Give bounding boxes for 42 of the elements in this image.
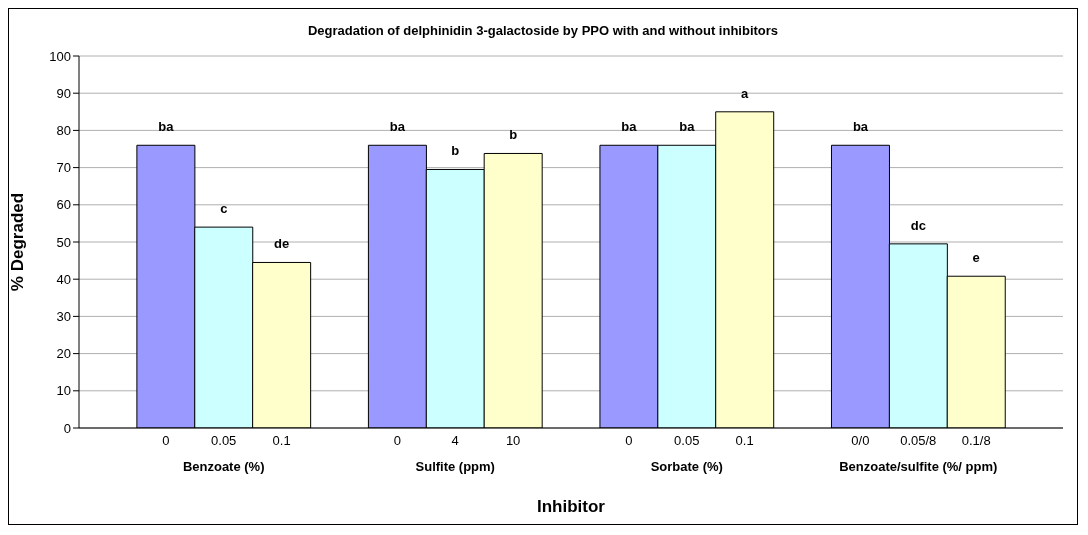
y-tick-label: 30 xyxy=(56,309,71,325)
x-tick-label: 0 xyxy=(625,433,633,449)
y-tick-label: 90 xyxy=(56,85,71,101)
data-label: e xyxy=(972,250,980,266)
x-tick-label: 4 xyxy=(451,433,459,449)
y-tick-label: 20 xyxy=(56,346,71,362)
y-tick-label: 80 xyxy=(56,123,71,139)
x-tick-label: 0.1 xyxy=(272,433,291,449)
x-tick-label: 0.05/8 xyxy=(900,433,937,449)
data-label: a xyxy=(741,85,750,101)
x-tick-label: 10 xyxy=(505,433,521,449)
y-axis-title: % Degraded xyxy=(8,192,28,292)
text: Benzoate/sulfite (%/ ppm) xyxy=(839,459,998,475)
data-label: ba xyxy=(389,119,406,135)
chart-title: Degradation of delphinidin 3-galactoside by PPO with and without inhibitors xyxy=(306,23,780,38)
data-label: b xyxy=(451,143,460,159)
x-tick-label: 0.1 xyxy=(735,433,754,449)
y-tick-label: 60 xyxy=(56,197,71,213)
data-label: de xyxy=(274,236,290,252)
data-label: b xyxy=(509,127,518,143)
data-label: ba xyxy=(621,119,638,135)
y-tick-label: 100 xyxy=(49,48,71,64)
y-tick-label: 50 xyxy=(56,234,71,250)
text: Sorbate (%) xyxy=(650,459,723,475)
data-label: ba xyxy=(158,119,175,135)
y-tick-label: 0 xyxy=(63,420,71,436)
x-tick-label: 0.05 xyxy=(674,433,700,449)
text: Benzoate (%) xyxy=(182,459,265,475)
x-tick-label: 0.05 xyxy=(211,433,237,449)
text: Sulfite (ppm) xyxy=(415,459,495,475)
data-label: c xyxy=(220,201,228,217)
data-label: dc xyxy=(910,217,926,233)
x-tick-label: 0 xyxy=(162,433,170,449)
y-tick-label: 10 xyxy=(56,383,71,399)
data-label: ba xyxy=(679,119,696,135)
x-axis-title: Inhibitor xyxy=(537,497,606,516)
x-tick-label: 0/0 xyxy=(851,433,870,449)
x-tick-label: 0.1/8 xyxy=(961,433,991,449)
data-label: ba xyxy=(852,119,869,135)
y-tick-label: 40 xyxy=(56,271,71,287)
y-tick-label: 70 xyxy=(56,160,71,176)
x-tick-label: 0 xyxy=(393,433,401,449)
